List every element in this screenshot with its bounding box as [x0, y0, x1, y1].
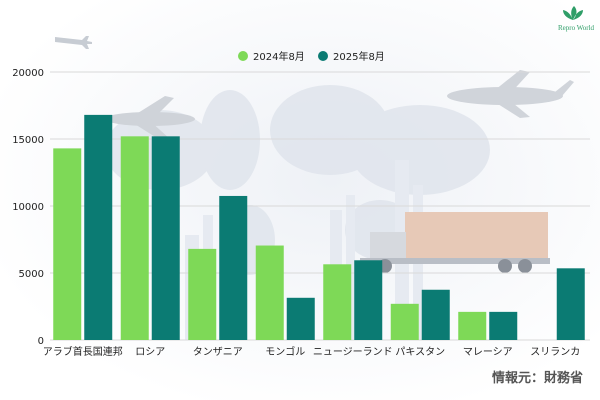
airplane-icon-right — [447, 70, 574, 118]
x-tick-label: タンザニア — [193, 346, 243, 358]
bar-2025-3 — [219, 195, 248, 340]
bar-2024-4 — [255, 245, 284, 340]
airplane-icon-left — [105, 96, 195, 140]
brand-name: Repro World — [558, 24, 595, 32]
airplane-icon-top-left — [55, 36, 92, 49]
y-tick-label: 0 — [38, 336, 44, 347]
bar-2024-6 — [390, 303, 419, 340]
y-axis-ticks: 0 5000 10000 15000 20000 — [12, 68, 44, 347]
bar-2024-2 — [120, 136, 149, 340]
x-tick-label: パキスタン — [395, 346, 445, 358]
source-label: 情報元：財務省 — [492, 370, 583, 386]
bar-2024-7 — [458, 311, 487, 340]
bars — [53, 114, 585, 340]
truck-icon — [360, 212, 550, 273]
legend-swatch-1 — [238, 51, 248, 61]
bar-2025-7 — [489, 311, 518, 340]
bar-2024-1 — [53, 148, 82, 340]
bar-2025-6 — [421, 289, 450, 340]
bar-2024-3 — [188, 248, 217, 340]
y-tick-label: 5000 — [19, 269, 44, 280]
legend-label-2: 2025年8月 — [333, 50, 385, 63]
bar-2025-4 — [286, 297, 315, 340]
y-tick-label: 10000 — [12, 202, 44, 213]
bar-2025-5 — [354, 260, 383, 340]
bar-2025-1 — [84, 114, 113, 340]
x-tick-label: モンゴル — [265, 345, 305, 358]
x-tick-label: アラブ首長国連邦 — [43, 345, 123, 358]
x-tick-label: スリランカ — [530, 346, 580, 358]
brand-logo: Repro World — [558, 6, 595, 32]
bar-2024-5 — [323, 264, 352, 340]
x-tick-label: ロシア — [135, 347, 165, 358]
lotus-icon — [563, 6, 583, 20]
x-axis-labels: アラブ首長国連邦 ロシア タンザニア モンゴル ニュージーランド パキスタン マレーシア スリ… — [43, 345, 581, 358]
bar-2025-8 — [556, 268, 585, 340]
bar-2025-2 — [151, 136, 180, 340]
x-tick-label: ニュージーランド — [313, 346, 393, 358]
x-tick-label: マレーシア — [463, 347, 513, 358]
y-tick-label: 20000 — [12, 68, 44, 79]
y-tick-label: 15000 — [12, 135, 44, 146]
legend-swatch-2 — [318, 51, 328, 61]
legend-label-1: 2024年8月 — [253, 50, 305, 63]
legend: 2024年8月 2025年8月 — [238, 50, 385, 63]
